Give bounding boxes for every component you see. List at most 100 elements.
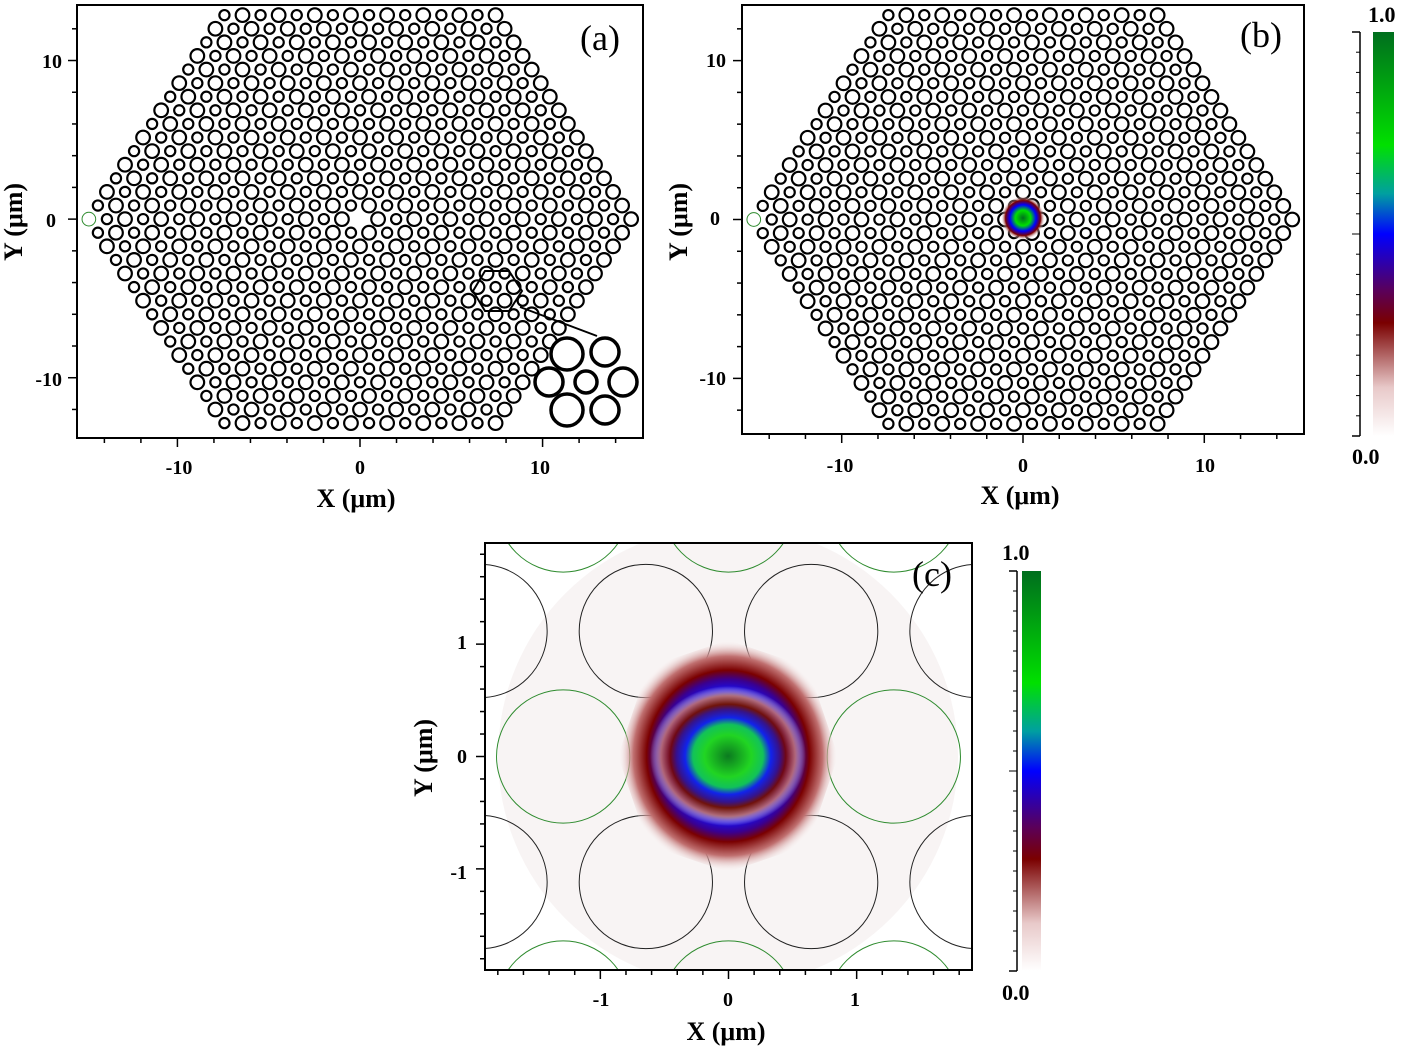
colorbar-c: 1.0 0.0 [1002, 540, 1041, 1005]
air-hole [1131, 88, 1148, 105]
air-hole [261, 48, 278, 64]
air-hole [200, 280, 213, 294]
air-hole [388, 75, 405, 92]
air-hole [489, 389, 502, 403]
air-hole [826, 252, 843, 269]
air-hole [1167, 225, 1184, 242]
air-hole [444, 240, 457, 253]
air-hole [801, 213, 814, 226]
air-hole [587, 211, 603, 228]
air-hole [1187, 226, 1200, 240]
air-hole [962, 131, 976, 144]
air-hole [279, 20, 296, 37]
air-hole [907, 293, 924, 310]
air-hole [916, 388, 933, 405]
air-hole [864, 36, 877, 49]
air-hole [1140, 375, 1157, 391]
panel-c-ytick-label: 0 [457, 746, 467, 768]
air-hole [918, 8, 931, 22]
air-hole [1158, 75, 1175, 92]
air-hole [189, 265, 206, 282]
air-hole [952, 143, 969, 160]
air-hole [853, 157, 870, 173]
air-hole [552, 185, 566, 199]
air-hole [998, 186, 1012, 199]
air-hole [1034, 22, 1048, 35]
air-hole [907, 129, 924, 146]
air-hole [979, 402, 996, 419]
air-hole [451, 360, 468, 377]
air-hole [408, 294, 421, 307]
air-hole [1122, 20, 1139, 37]
air-hole [153, 265, 170, 282]
air-hole [406, 211, 423, 228]
air-hole [1203, 279, 1220, 296]
air-hole [873, 376, 886, 390]
air-hole [1061, 63, 1075, 76]
air-hole [297, 102, 314, 119]
air-hole [507, 362, 520, 375]
air-hole [1025, 363, 1039, 376]
air-hole [1041, 361, 1058, 378]
air-hole [882, 172, 895, 185]
air-hole [1043, 199, 1057, 213]
air-hole [1075, 564, 1208, 697]
air-hole [388, 238, 405, 255]
air-hole [862, 252, 879, 269]
air-hole [397, 333, 414, 350]
air-hole [352, 292, 368, 309]
air-hole [953, 254, 967, 267]
air-hole [478, 156, 495, 173]
air-hole [344, 335, 358, 348]
air-hole [371, 240, 385, 253]
air-hole [426, 321, 439, 335]
air-hole [460, 183, 477, 200]
air-hole [961, 48, 978, 64]
air-hole [588, 185, 602, 199]
air-hole [1250, 240, 1263, 253]
air-hole [245, 104, 258, 117]
panel-a: (a) -10 0 10 10 0 -10 X (μm) Y (μm) [0, 4, 644, 513]
air-hole [927, 77, 940, 90]
air-hole [1088, 49, 1101, 63]
air-hole [927, 295, 940, 308]
air-hole [880, 334, 897, 351]
air-hole [561, 226, 575, 239]
air-hole [1095, 334, 1112, 351]
air-hole [1007, 90, 1021, 104]
air-hole [1149, 170, 1166, 187]
air-hole [1033, 157, 1049, 173]
air-hole [900, 90, 913, 104]
air-hole [979, 75, 996, 92]
air-hole [1097, 8, 1110, 22]
air-hole [306, 7, 323, 24]
air-hole [1061, 8, 1075, 22]
air-hole [207, 292, 224, 309]
air-hole [317, 104, 331, 117]
air-hole [889, 375, 906, 391]
air-hole [907, 238, 924, 255]
air-hole [135, 292, 152, 309]
air-hole [873, 49, 886, 63]
air-hole [433, 143, 450, 160]
air-hole [1104, 157, 1121, 173]
air-hole [1205, 308, 1218, 322]
air-hole [934, 61, 951, 78]
air-hole [288, 143, 305, 160]
air-hole [962, 295, 976, 308]
air-hole [426, 376, 439, 389]
air-hole [335, 348, 349, 362]
air-hole [1122, 347, 1139, 364]
air-hole [792, 199, 805, 213]
air-hole [424, 347, 441, 364]
air-hole [249, 564, 382, 697]
air-hole [898, 7, 915, 24]
air-hole [408, 131, 421, 144]
air-hole [1142, 131, 1155, 144]
air-hole [936, 390, 949, 403]
air-hole [532, 183, 549, 200]
air-hole [792, 145, 805, 158]
air-hole [453, 199, 466, 212]
air-hole [1061, 254, 1075, 267]
air-hole [1095, 88, 1112, 105]
